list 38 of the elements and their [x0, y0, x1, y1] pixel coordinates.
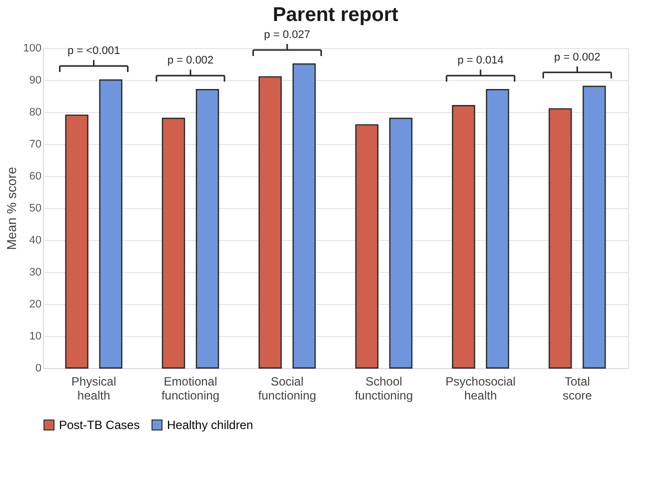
y-axis-title: Mean % score — [4, 166, 20, 250]
text: p = 0.027 — [264, 29, 310, 41]
y-tick-label: 30 — [29, 266, 42, 278]
x-tick-label: Emotional functioning — [161, 374, 220, 402]
y-tick-label: 50 — [29, 202, 42, 214]
bar — [486, 89, 510, 369]
chart-title: Parent report — [272, 4, 399, 26]
bar — [99, 79, 122, 369]
bar — [548, 108, 572, 369]
bar — [292, 63, 316, 369]
y-tick-label: 60 — [29, 170, 42, 182]
y-tick-label: 70 — [29, 138, 42, 150]
bar — [196, 89, 220, 369]
bar — [582, 86, 606, 369]
y-tick-label: 40 — [29, 234, 42, 246]
bar — [389, 118, 412, 369]
x-tick-label: Total score — [562, 374, 592, 402]
bar — [355, 124, 378, 369]
y-tick-label: 20 — [29, 298, 42, 310]
y-tick-label: 80 — [29, 106, 42, 118]
y-tick-label: 90 — [29, 74, 42, 86]
bar — [162, 118, 186, 369]
y-tick-label: 100 — [23, 42, 42, 54]
annotation: p = 0.014 — [457, 54, 504, 67]
x-tick-label: Psychosocial health — [446, 374, 516, 402]
x-tick-label: Social functioning — [258, 374, 316, 402]
y-tick-label: 0 — [35, 362, 42, 374]
annotation: p = <0.001 — [67, 45, 120, 57]
annotation: p = 0.002 — [167, 54, 214, 67]
legend-label: Post-TB Cases — [59, 418, 140, 432]
x-tick-label: Physical health — [71, 374, 116, 402]
bar — [65, 114, 88, 369]
x-tick-label: School functioning — [354, 374, 413, 402]
annotation: p = 0.002 — [554, 51, 600, 64]
y-tick-label: 10 — [29, 330, 42, 342]
bar — [452, 105, 476, 369]
legend-label: Healthy children — [167, 418, 254, 432]
bar — [258, 76, 282, 369]
